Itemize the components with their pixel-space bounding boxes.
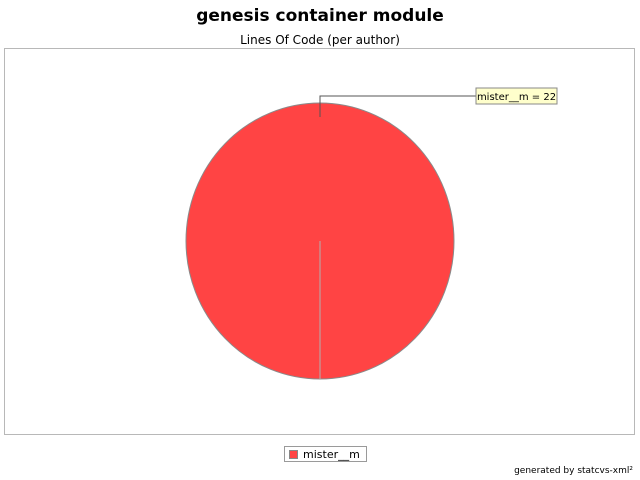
footer-credit: generated by statcvs-xml² xyxy=(514,466,633,476)
legend-swatch xyxy=(289,449,298,459)
legend-entry-label: mister__m xyxy=(303,447,360,461)
chart-title: genesis container module xyxy=(196,6,444,26)
legend: mister__m xyxy=(284,446,367,462)
slice-label-box xyxy=(475,87,558,105)
slice-label-leader xyxy=(319,95,476,117)
slice-label: mister__m = 22 xyxy=(475,87,558,105)
slice-label-text: mister__m = 22 xyxy=(477,92,556,103)
chart-subtitle: Lines Of Code (per author) xyxy=(240,33,400,47)
